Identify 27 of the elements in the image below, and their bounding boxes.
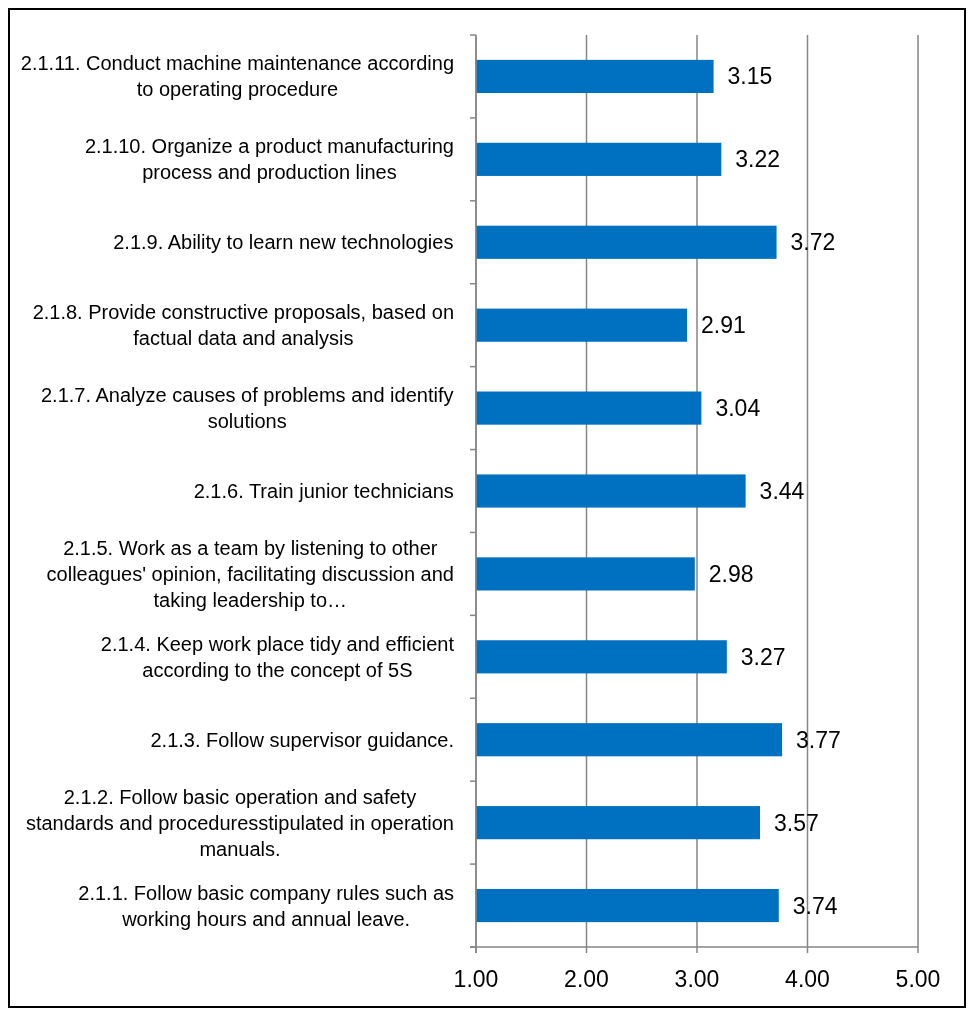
y-tick-label: 2.1.5. Work as a team by listening to other colleagues' opinion, facilitating discussion and taking leadership to… bbox=[46, 536, 454, 611]
data-label: 3.77 bbox=[796, 726, 841, 753]
y-tick-label: 2.1.9. Ability to learn new technologies bbox=[113, 231, 454, 254]
data-label: 3.44 bbox=[759, 478, 805, 504]
data-label: 3.22 bbox=[735, 146, 781, 173]
data-label: 3.72 bbox=[790, 229, 836, 256]
y-tick-label: 2.1.7. Analyze causes of problems and identify solutions bbox=[40, 384, 454, 433]
data-label: 3.04 bbox=[715, 395, 761, 422]
x-tick-label: 3.00 bbox=[674, 966, 720, 992]
y-tick-label: 2.1.8. Provide constructive proposals, based on factual data and analysis bbox=[32, 301, 454, 350]
y-tick-label: 2.1.11. Conduct machine maintenance according to operating procedure bbox=[20, 52, 454, 101]
data-label: 3.74 bbox=[792, 892, 838, 919]
y-tick-label: 2.1.6. Train junior technicians bbox=[193, 480, 454, 502]
y-tick-label: 2.1.4. Keep work place tidy and efficient according to the concept of 5S bbox=[100, 632, 455, 681]
data-label: 2.98 bbox=[708, 560, 754, 587]
y-tick-label: 2.1.1. Follow basic company rules such as working hours and annual leave. bbox=[78, 881, 454, 930]
data-label: 3.27 bbox=[740, 643, 786, 670]
y-tick-label: 2.1.3. Follow supervisor guidance. bbox=[150, 728, 454, 751]
y-tick-label: 2.1.2. Follow basic operation and safety standards and proceduresstipulated in operation manuals. bbox=[25, 785, 455, 860]
data-label: 3.15 bbox=[727, 63, 773, 90]
data-label: 3.57 bbox=[773, 809, 819, 836]
x-tick-label: 2.00 bbox=[564, 966, 609, 992]
y-tick-label: 2.1.10. Organize a product manufacturing process and production lines bbox=[84, 135, 455, 184]
x-tick-label: 5.00 bbox=[895, 966, 941, 992]
data-label: 2.91 bbox=[701, 312, 746, 339]
x-tick-label: 4.00 bbox=[785, 966, 830, 992]
x-tick-label: 1.00 bbox=[453, 966, 499, 992]
